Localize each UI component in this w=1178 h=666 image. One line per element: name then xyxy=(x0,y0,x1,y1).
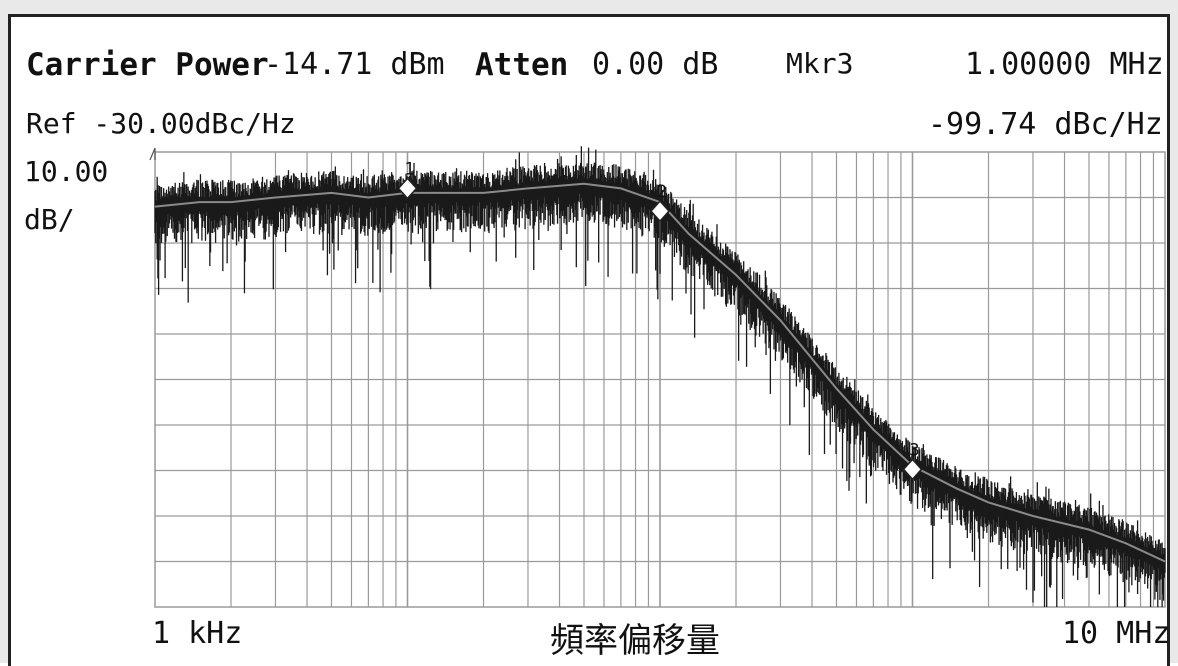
atten-label: Atten xyxy=(475,47,569,83)
stop-frequency-label: 10 MHz xyxy=(1062,616,1171,651)
marker-label-3: 3 xyxy=(909,440,919,460)
reference-level: Ref -30.00dBc/Hz xyxy=(26,107,296,140)
start-frequency-label: 1 kHz xyxy=(152,616,243,651)
marker-label-2: 2 xyxy=(657,182,667,202)
marker-level: -99.74 dBc/Hz xyxy=(928,107,1163,142)
marker-label: Mkr3 xyxy=(786,47,854,80)
marker-frequency: 1.00000 MHz xyxy=(965,47,1164,82)
x-axis-caption-text: 頻率偏移量 xyxy=(550,621,720,661)
marker-diamond-1 xyxy=(397,177,418,200)
x-axis-caption: 頻率偏移量 xyxy=(480,612,790,663)
markers: 1 2 3 xyxy=(397,159,923,481)
carrier-power-value: -14.71 dBm xyxy=(264,47,445,82)
display-frame xyxy=(8,14,1170,666)
ref-level-tick xyxy=(149,147,156,161)
marker-diamond-3 xyxy=(902,458,923,481)
scale-unit: dB/ xyxy=(24,203,75,236)
carrier-power-label: Carrier Power xyxy=(26,47,269,83)
atten-value: 0.00 dB xyxy=(592,47,719,82)
scale-value: 10.00 xyxy=(24,155,109,188)
noise-trace xyxy=(154,146,1166,607)
marker-diamond-2 xyxy=(649,199,671,223)
marker-label-1: 1 xyxy=(404,159,414,179)
